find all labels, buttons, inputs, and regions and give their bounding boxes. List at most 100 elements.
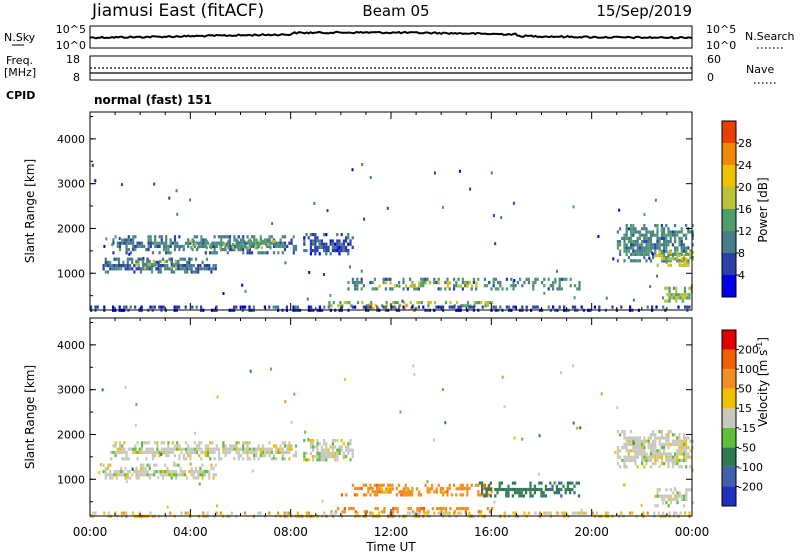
scatter-cell <box>125 238 128 242</box>
scatter-cell <box>125 251 128 255</box>
nave-tick-bottom: 0 <box>707 71 714 84</box>
scatter-cell <box>125 305 128 309</box>
scatter-cell <box>492 214 495 218</box>
scatter-cell <box>457 277 460 281</box>
scatter-cell <box>268 241 271 245</box>
scatter-cell <box>686 296 689 300</box>
nave-label: Nave <box>746 63 774 76</box>
scatter-cell <box>667 462 670 466</box>
scatter-cell <box>481 305 484 309</box>
scatter-cell <box>158 251 161 255</box>
noise-search-label: N.Search <box>745 30 795 43</box>
scatter-cell <box>616 243 619 247</box>
scatter-cell <box>512 511 515 515</box>
scatter-cell <box>314 239 317 243</box>
scatter-cell <box>448 287 451 291</box>
scatter-cell <box>641 449 644 453</box>
scatter-cell <box>146 263 149 267</box>
scatter-cell <box>382 277 385 281</box>
scatter-cell <box>369 483 372 487</box>
scatter-cell <box>683 254 686 258</box>
scatter-cell <box>186 264 189 268</box>
scatter-cell <box>558 287 561 291</box>
scatter-cell <box>674 458 677 462</box>
scatter-cell <box>547 511 550 515</box>
scatter-cell <box>669 259 672 263</box>
scatter-cell <box>336 448 339 452</box>
scatter-cell <box>657 511 660 515</box>
scatter-cell <box>327 448 330 452</box>
scatter-cell <box>334 439 337 443</box>
scatter-cell <box>131 257 134 261</box>
scatter-cell <box>634 446 637 450</box>
scatter-cell <box>574 284 577 288</box>
scatter-cell <box>671 442 674 446</box>
scatter-cell <box>320 245 323 249</box>
scatter-cell <box>649 285 652 288</box>
scatter-cell <box>211 441 214 445</box>
scatter-cell <box>331 451 334 455</box>
scatter-cell <box>461 493 464 497</box>
scatter-cell <box>123 457 126 461</box>
scatter-cell <box>275 447 278 451</box>
scatter-cell <box>398 280 401 285</box>
scatter-cell <box>182 244 185 248</box>
scatter-cell <box>680 236 683 240</box>
scatter-cell <box>115 470 118 474</box>
scatter-cell <box>362 483 365 487</box>
scatter-cell <box>292 454 295 458</box>
scatter-cell <box>669 501 672 505</box>
scatter-cell <box>673 511 676 515</box>
scatter-cell <box>127 235 130 239</box>
scatter-cell <box>444 421 447 425</box>
scatter-cell <box>402 277 405 281</box>
scatter-cell <box>123 447 126 451</box>
scatter-cell <box>254 246 257 250</box>
scatter-cell <box>102 470 105 474</box>
scatter-cell <box>371 287 374 291</box>
scatter-cell <box>316 455 319 459</box>
scatter-cell <box>275 244 278 248</box>
scatter-cell <box>554 277 557 281</box>
scatter-cell <box>233 238 236 242</box>
scatter-cell <box>246 251 249 255</box>
scatter-cell <box>475 287 478 291</box>
scatter-cell <box>226 235 229 239</box>
scatter-cell <box>426 486 429 491</box>
scatter-cell <box>148 263 151 267</box>
scatter-cell <box>106 463 110 467</box>
scatter-cell <box>680 442 683 446</box>
scatter-cell <box>153 473 156 477</box>
scatter-cell <box>250 244 254 248</box>
scatter-cell <box>651 305 654 309</box>
scatter-cell <box>647 243 650 247</box>
scatter-cell <box>391 487 394 491</box>
scatter-cell <box>480 301 483 305</box>
scatter-cell <box>321 499 324 503</box>
scatter-cell <box>121 238 124 242</box>
scatter-cell <box>323 448 326 452</box>
scatter-cell <box>342 249 345 253</box>
scatter-cell <box>536 277 539 281</box>
scatter-cell <box>269 246 272 250</box>
scatter-cell <box>658 455 661 459</box>
scatter-cell <box>411 490 414 494</box>
scatter-cell <box>220 457 223 461</box>
scatter-cell <box>652 230 655 234</box>
scatter-cell <box>162 447 166 451</box>
scatter-cell <box>349 458 352 462</box>
scatter-cell <box>656 494 659 498</box>
scatter-cell <box>168 267 171 271</box>
scatter-cell <box>678 240 681 244</box>
scatter-cell <box>680 227 683 231</box>
scatter-cell <box>279 238 282 242</box>
scatter-cell <box>349 442 352 446</box>
scatter-cell <box>294 454 298 458</box>
scatter-cell <box>643 213 646 217</box>
scatter-cell <box>109 476 112 480</box>
scatter-cell <box>198 482 201 486</box>
scatter-cell <box>468 305 471 309</box>
scatter-cell <box>558 305 561 309</box>
scatter-cell <box>678 230 681 234</box>
scatter-cell <box>616 462 619 466</box>
